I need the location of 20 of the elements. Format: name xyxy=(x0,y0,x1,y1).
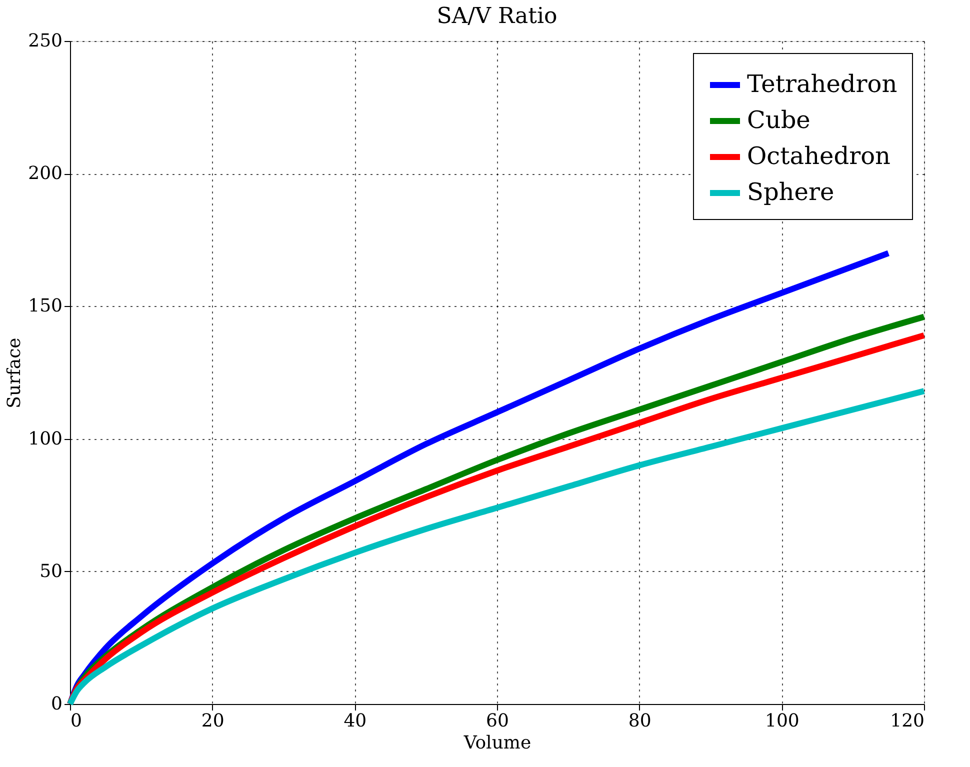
y-tick-label: 100 xyxy=(28,428,62,450)
x-tick-label: 120 xyxy=(890,710,924,732)
x-axis-title: Volume xyxy=(462,732,532,754)
legend-label: Cube xyxy=(747,106,810,134)
legend-label: Tetrahedron xyxy=(747,70,898,98)
y-tick-label: 150 xyxy=(28,296,62,317)
x-tick-label: 20 xyxy=(201,710,224,732)
y-tick-label: 50 xyxy=(40,560,62,582)
chart-title: SA/V Ratio xyxy=(436,4,558,29)
y-tick-label: 200 xyxy=(28,163,62,184)
x-tick-label: 80 xyxy=(628,710,652,732)
legend-label: Octahedron xyxy=(747,142,890,170)
y-tick-label: 250 xyxy=(28,30,62,52)
x-tick-label: 60 xyxy=(486,710,509,732)
legend-label: Sphere xyxy=(747,178,834,206)
x-tick-label: 40 xyxy=(344,710,367,732)
y-axis-title: Surface xyxy=(4,338,26,408)
y-tick-label: 0 xyxy=(51,694,62,714)
x-tick-label: 100 xyxy=(764,710,800,732)
x-tick-label: 0 xyxy=(70,710,82,732)
